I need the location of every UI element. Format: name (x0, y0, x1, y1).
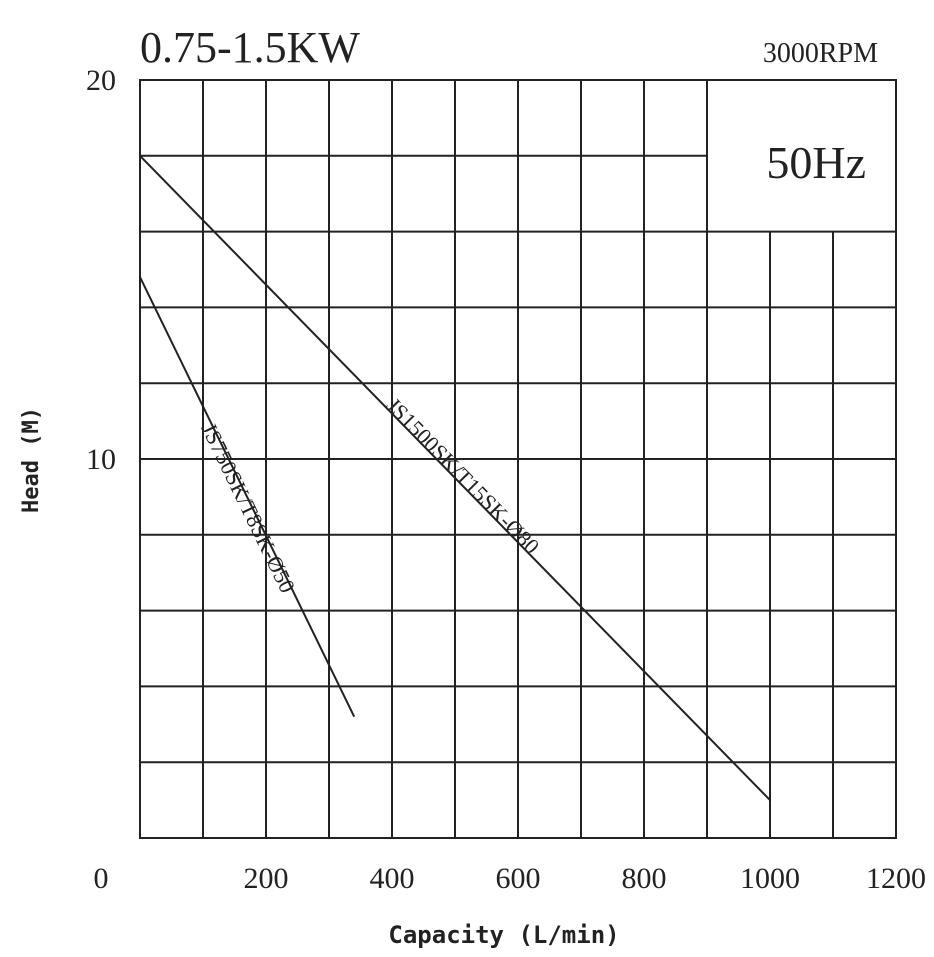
frequency-label: 50Hz (766, 137, 866, 188)
series-label: JS750SK/T8SK-Ø50 (196, 419, 300, 597)
series-line (139, 276, 356, 718)
chart-grid (139, 79, 897, 839)
y-tick-label: 20 (86, 64, 116, 97)
x-tick-label: 0 (94, 862, 109, 895)
x-tick-label: 400 (370, 862, 415, 895)
y-axis-label: Head (M) (19, 407, 44, 513)
x-tick-label: 800 (622, 862, 667, 895)
x-tick-label: 1200 (866, 862, 926, 895)
x-axis-label: Capacity (L/min) (388, 921, 619, 949)
chart-ticks: 0 200 400 600 800 1000 1200 10 20 (86, 64, 926, 895)
x-tick-label: 200 (244, 862, 289, 895)
speed-label: 3000RPM (763, 38, 878, 69)
x-tick-label: 1000 (740, 862, 800, 895)
x-tick-label: 600 (496, 862, 541, 895)
series-line (139, 155, 771, 801)
y-tick-label: 10 (86, 443, 116, 476)
chart-title: 0.75-1.5KW (140, 23, 360, 72)
